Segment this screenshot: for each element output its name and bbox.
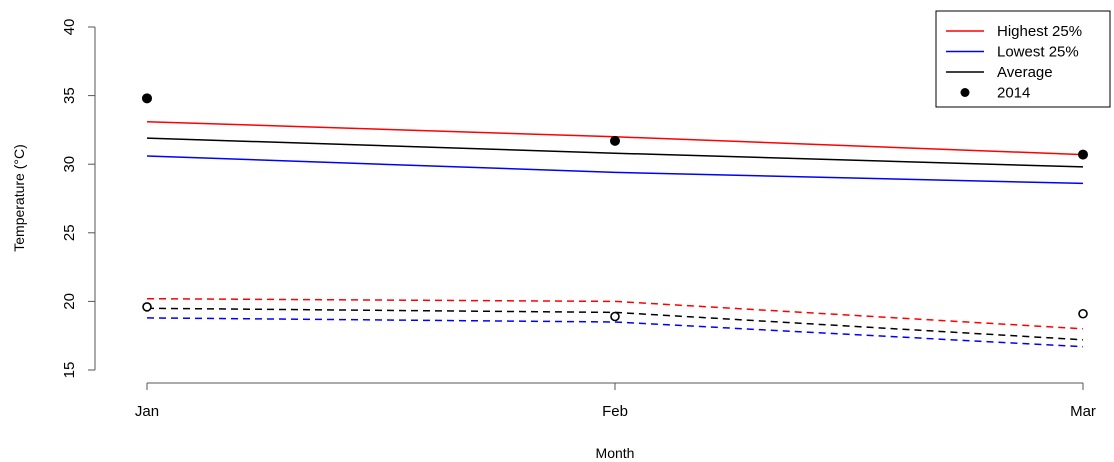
x-tick-label: Feb <box>602 403 628 420</box>
legend-label: Highest 25% <box>997 23 1082 40</box>
y-tick-label: 25 <box>61 224 78 241</box>
legend-label: Lowest 25% <box>997 44 1079 61</box>
plot-points <box>142 93 1088 322</box>
point-open <box>610 311 620 322</box>
legend-label: 2014 <box>997 85 1030 102</box>
point-2014 <box>142 93 152 104</box>
point-2014 <box>1078 149 1088 160</box>
y-tick-label: 35 <box>61 87 78 104</box>
x-tick-label: Mar <box>1070 403 1096 420</box>
point-open <box>142 302 152 312</box>
max-series-line-lowest-25 <box>146 155 1084 185</box>
point-open <box>1078 308 1088 319</box>
min-series-line <box>146 317 1084 348</box>
legend: Highest 25% Lowest 25% Average 2014 <box>935 10 1111 108</box>
x-ticks: Jan Feb Mar <box>135 383 1096 420</box>
y-tick-label: 40 <box>61 19 78 36</box>
y-tick-label: 15 <box>61 362 78 379</box>
y-tick-label: 30 <box>61 156 78 173</box>
max-series-line-average <box>146 137 1084 168</box>
x-axis-title: Month <box>596 445 635 461</box>
y-tick-label: 20 <box>61 293 78 310</box>
y-axis-title: Temperature (°C) <box>11 144 27 252</box>
point-2014 <box>610 135 620 146</box>
min-series-line <box>146 297 1084 330</box>
axes: 15 20 25 30 35 40 Jan Feb Mar <box>61 19 1096 420</box>
legend-swatch-point <box>960 88 970 97</box>
x-tick-label: Jan <box>135 403 159 420</box>
legend-items: Highest 25% Lowest 25% Average 2014 <box>946 23 1082 102</box>
y-ticks: 15 20 25 30 35 40 <box>61 19 95 379</box>
legend-label: Average <box>997 64 1053 81</box>
